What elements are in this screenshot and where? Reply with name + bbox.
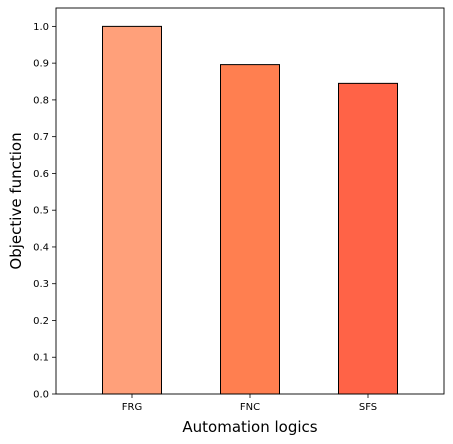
y-tick-label: 0.5 [33, 206, 49, 217]
y-tick-label: 1.0 [33, 22, 49, 33]
x-tick-label: SFS [359, 402, 377, 413]
y-axis: 0.0 0.1 0.2 0.3 0.4 0.5 0.6 0.7 0.8 0.9 1.0 [33, 22, 56, 401]
bar-sfs [338, 82, 398, 395]
bars-layer [102, 25, 398, 395]
x-axis: FRG FNC SFS [122, 394, 377, 413]
y-tick-label: 0.9 [33, 59, 49, 70]
x-tick-label: FRG [122, 402, 142, 413]
bar-frg [102, 25, 162, 395]
y-tick-label: 0.8 [33, 95, 49, 106]
x-tick-label: FNC [240, 402, 260, 413]
x-axis-label: Automation logics [182, 418, 317, 436]
y-tick-label: 0.7 [33, 132, 49, 143]
bar-fnc [220, 64, 280, 395]
y-tick-label: 0.1 [33, 353, 49, 364]
y-tick-label: 0.6 [33, 169, 49, 180]
y-tick-label: 0.0 [33, 390, 49, 401]
y-tick-label: 0.4 [33, 242, 49, 253]
y-tick-label: 0.2 [33, 316, 49, 327]
y-axis-label: Objective function [7, 132, 25, 269]
y-tick-label: 0.3 [33, 279, 49, 290]
